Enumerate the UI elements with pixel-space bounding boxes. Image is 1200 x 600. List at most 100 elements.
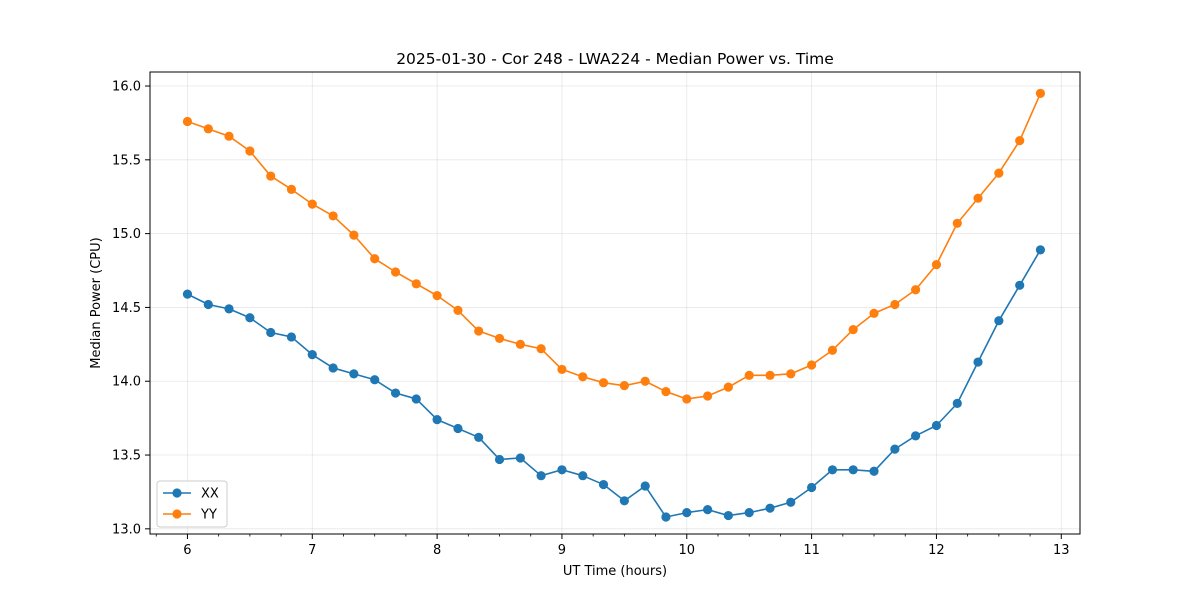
x-tick-label: 9 <box>558 543 566 558</box>
data-point-yy <box>619 381 629 391</box>
data-point-yy <box>494 333 505 344</box>
data-point-yy <box>474 326 484 336</box>
data-point-xx <box>952 398 962 408</box>
data-point-xx <box>453 423 463 434</box>
x-axis-label: UT Time (hours) <box>563 564 667 579</box>
y-tick-label: 13.5 <box>112 449 141 464</box>
data-point-xx <box>973 357 983 367</box>
data-point-xx <box>869 466 879 476</box>
data-point-yy <box>786 369 796 379</box>
axis-ticks: 6 7 8 9 10 11 12 13 13.0 13.5 14.0 14.5 15.0 15.5 16.0 <box>112 80 1070 558</box>
data-point-xx <box>848 465 858 475</box>
x-tick-label: 11 <box>803 543 820 558</box>
data-point-yy <box>682 394 692 404</box>
data-point-xx <box>515 453 525 463</box>
data-point-xx <box>578 471 588 481</box>
data-point-xx <box>890 444 900 454</box>
data-point-yy <box>765 370 775 380</box>
data-point-xx <box>286 332 297 342</box>
data-point-yy <box>890 299 900 310</box>
data-point-yy <box>515 339 525 349</box>
y-tick-label: 14.0 <box>112 375 141 390</box>
y-tick-label: 16.0 <box>112 80 141 95</box>
data-point-yy <box>910 285 921 295</box>
data-point-xx <box>328 363 338 373</box>
data-point-xx <box>390 388 401 398</box>
data-point-yy <box>224 131 234 141</box>
legend-label-xx: XX <box>201 487 219 502</box>
data-point-xx <box>224 304 234 314</box>
data-point-xx <box>557 465 567 475</box>
data-point-yy <box>266 171 276 181</box>
data-point-yy <box>411 279 421 289</box>
data-point-yy <box>203 124 213 134</box>
data-point-yy <box>536 344 546 354</box>
data-point-xx <box>619 496 629 506</box>
y-tick-label: 13.0 <box>112 522 141 537</box>
x-tick-label: 13 <box>1053 543 1070 558</box>
plot-frame <box>149 71 1081 535</box>
y-tick-label: 15.0 <box>112 227 141 242</box>
data-point-xx <box>827 465 838 475</box>
x-tick-label: 8 <box>433 543 441 558</box>
data-point-xx <box>931 420 942 431</box>
data-point-xx <box>703 505 713 515</box>
grid <box>150 72 1080 534</box>
data-point-xx <box>474 432 484 442</box>
legend-label-yy: YY <box>200 508 217 523</box>
data-point-xx <box>1015 280 1025 290</box>
data-point-yy <box>578 372 588 382</box>
data-point-xx <box>1035 245 1046 255</box>
y-tick-label: 15.5 <box>112 153 141 168</box>
data-point-xx <box>807 482 817 493</box>
data-point-xx <box>640 481 650 491</box>
data-point-yy <box>182 116 193 127</box>
data-point-xx <box>536 471 546 481</box>
data-point-xx <box>723 510 733 521</box>
data-point-yy <box>390 267 401 277</box>
data-point-yy <box>286 184 297 194</box>
data-point-yy <box>661 386 671 397</box>
data-point-xx <box>744 507 754 518</box>
data-point-yy <box>994 168 1004 178</box>
data-point-xx <box>682 507 692 518</box>
data-point-xx <box>494 454 505 465</box>
legend-marker-yy <box>172 509 182 519</box>
chart-title: 2025-01-30 - Cor 248 - LWA224 - Median P… <box>396 50 834 68</box>
y-tick-label: 14.5 <box>112 301 141 316</box>
data-point-xx <box>765 503 775 513</box>
data-point-yy <box>432 291 442 301</box>
data-point-xx <box>203 299 213 310</box>
data-point-yy <box>848 324 858 335</box>
data-point-yy <box>973 193 983 203</box>
data-point-xx <box>370 375 380 385</box>
data-point-yy <box>557 364 567 375</box>
data-point-xx <box>307 350 317 360</box>
legend: XX YY <box>156 480 228 528</box>
data-point-yy <box>349 230 359 240</box>
data-point-yy <box>807 360 817 370</box>
data-point-yy <box>307 199 317 209</box>
data-point-yy <box>703 391 713 401</box>
x-tick-label: 12 <box>928 543 945 558</box>
data-point-yy <box>869 308 879 318</box>
data-point-xx <box>786 497 796 507</box>
data-point-yy <box>598 378 609 388</box>
data-point-yy <box>952 218 962 228</box>
data-point-yy <box>744 370 754 380</box>
x-tick-label: 10 <box>679 543 696 558</box>
legend-marker-xx <box>172 488 182 498</box>
data-point-yy <box>370 254 380 264</box>
data-point-xx <box>245 313 255 323</box>
data-point-yy <box>245 146 255 156</box>
data-point-xx <box>661 512 671 522</box>
data-point-yy <box>328 211 338 221</box>
data-point-xx <box>994 316 1004 326</box>
data-point-yy <box>931 260 942 270</box>
series-layer <box>182 88 1046 522</box>
data-point-xx <box>598 479 609 490</box>
data-point-xx <box>432 415 442 425</box>
data-point-yy <box>1015 136 1025 146</box>
data-point-xx <box>349 369 359 379</box>
